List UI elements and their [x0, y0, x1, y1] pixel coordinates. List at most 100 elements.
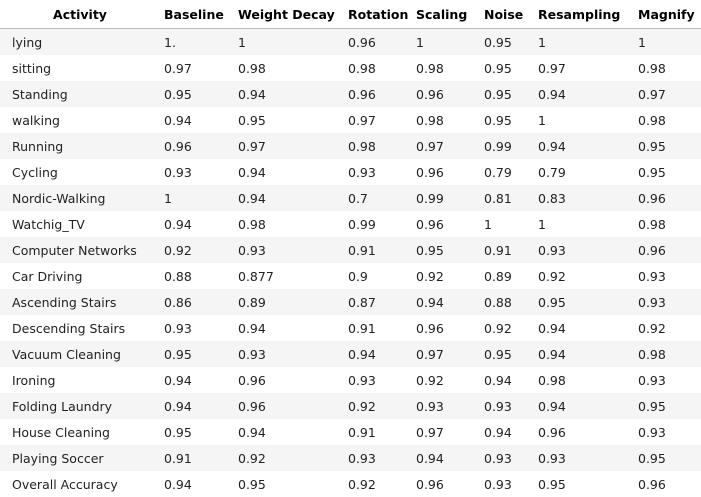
value-cell: 0.94	[160, 107, 234, 133]
activity-cell: Watchig_TV	[0, 211, 160, 237]
value-cell: 0.93	[412, 393, 480, 419]
value-cell: 0.98	[412, 55, 480, 81]
activity-cell: Ascending Stairs	[0, 289, 160, 315]
value-cell: 0.93	[634, 263, 701, 289]
value-cell: 0.94	[160, 393, 234, 419]
header-resampling: Resampling	[534, 0, 634, 29]
value-cell: 0.99	[480, 133, 534, 159]
value-cell: 0.93	[480, 445, 534, 471]
value-cell: 0.95	[234, 471, 344, 497]
value-cell: 1	[234, 29, 344, 56]
value-cell: 0.88	[480, 289, 534, 315]
value-cell: 0.99	[344, 211, 412, 237]
value-cell: 0.91	[344, 237, 412, 263]
value-cell: 0.79	[534, 159, 634, 185]
value-cell: 0.94	[480, 419, 534, 445]
value-cell: 1	[480, 211, 534, 237]
value-cell: 0.877	[234, 263, 344, 289]
value-cell: 0.96	[234, 393, 344, 419]
value-cell: 0.95	[160, 341, 234, 367]
header-magnify: Magnify	[634, 0, 701, 29]
value-cell: 0.95	[480, 341, 534, 367]
value-cell: 1	[634, 29, 701, 56]
header-scaling: Scaling	[412, 0, 480, 29]
value-cell: 0.95	[160, 419, 234, 445]
value-cell: 0.94	[160, 367, 234, 393]
value-cell: 0.79	[480, 159, 534, 185]
activity-cell: House Cleaning	[0, 419, 160, 445]
header-rotation: Rotation	[344, 0, 412, 29]
value-cell: 0.98	[634, 107, 701, 133]
value-cell: 0.98	[412, 107, 480, 133]
value-cell: 0.89	[234, 289, 344, 315]
value-cell: 0.94	[412, 289, 480, 315]
value-cell: 0.7	[344, 185, 412, 211]
value-cell: 0.92	[234, 445, 344, 471]
activity-cell: sitting	[0, 55, 160, 81]
value-cell: 0.93	[160, 315, 234, 341]
value-cell: 0.94	[234, 159, 344, 185]
value-cell: 0.92	[480, 315, 534, 341]
value-cell: 0.86	[160, 289, 234, 315]
value-cell: 0.96	[634, 185, 701, 211]
value-cell: 0.95	[480, 55, 534, 81]
value-cell: 0.94	[412, 445, 480, 471]
value-cell: 0.98	[344, 133, 412, 159]
value-cell: 0.94	[344, 341, 412, 367]
value-cell: 0.91	[344, 315, 412, 341]
value-cell: 0.93	[344, 367, 412, 393]
value-cell: 0.92	[344, 393, 412, 419]
value-cell: 0.94	[234, 419, 344, 445]
value-cell: 0.92	[412, 367, 480, 393]
activity-cell: Playing Soccer	[0, 445, 160, 471]
value-cell: 0.96	[634, 237, 701, 263]
value-cell: 0.93	[234, 237, 344, 263]
activity-cell: Folding Laundry	[0, 393, 160, 419]
value-cell: 0.95	[234, 107, 344, 133]
value-cell: 0.93	[634, 289, 701, 315]
value-cell: 0.98	[534, 367, 634, 393]
value-cell: 0.95	[634, 393, 701, 419]
value-cell: 0.95	[480, 29, 534, 56]
value-cell: 0.99	[412, 185, 480, 211]
value-cell: 0.94	[234, 81, 344, 107]
activity-cell: Running	[0, 133, 160, 159]
value-cell: 0.98	[634, 55, 701, 81]
value-cell: 0.92	[534, 263, 634, 289]
activity-cell: Car Driving	[0, 263, 160, 289]
value-cell: 0.93	[534, 237, 634, 263]
value-cell: 0.96	[234, 367, 344, 393]
value-cell: 0.97	[634, 81, 701, 107]
activity-cell: Descending Stairs	[0, 315, 160, 341]
value-cell: 0.83	[534, 185, 634, 211]
value-cell: 0.97	[234, 133, 344, 159]
value-cell: 0.95	[160, 81, 234, 107]
value-cell: 0.98	[234, 211, 344, 237]
value-cell: 0.94	[234, 315, 344, 341]
value-cell: 0.95	[480, 107, 534, 133]
value-cell: 0.97	[412, 133, 480, 159]
value-cell: 0.97	[412, 419, 480, 445]
header-noise: Noise	[480, 0, 534, 29]
value-cell: 0.94	[534, 81, 634, 107]
value-cell: 0.94	[534, 393, 634, 419]
value-cell: 0.95	[634, 133, 701, 159]
value-cell: 1	[412, 29, 480, 56]
header-activity: Activity	[0, 0, 160, 29]
value-cell: 0.91	[480, 237, 534, 263]
activity-cell: Standing	[0, 81, 160, 107]
value-cell: 0.93	[344, 445, 412, 471]
value-cell: 1	[534, 211, 634, 237]
